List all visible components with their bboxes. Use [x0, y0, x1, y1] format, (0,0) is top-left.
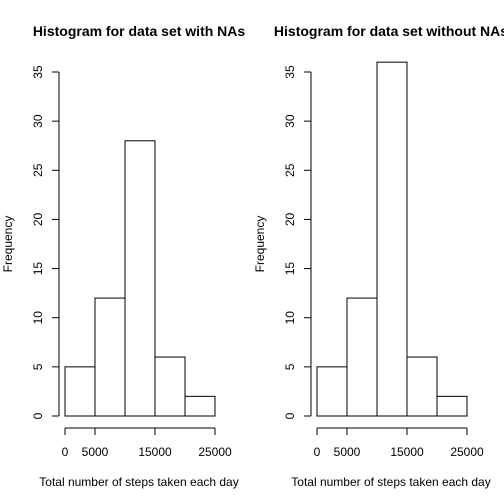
- chart-title: Histogram for data set with NAs: [33, 23, 246, 39]
- histogram-bar: [184, 395, 216, 417]
- histogram-bar: [64, 366, 96, 417]
- y-tick-label: 20: [283, 212, 297, 226]
- histogram-bar: [124, 140, 156, 417]
- y-tick-label: 25: [31, 163, 45, 177]
- y-tick-label: 0: [283, 412, 297, 419]
- x-tick-label: 0: [314, 445, 321, 459]
- histogram-bar: [154, 356, 186, 417]
- histogram-bar: [346, 297, 378, 417]
- histogram-bar: [436, 395, 468, 417]
- histogram-bar: [94, 297, 126, 417]
- y-tick-label: 10: [283, 311, 297, 325]
- y-tick-label: 5: [283, 363, 297, 370]
- chart-title: Histogram for data set without NAs: [274, 23, 504, 39]
- x-tick-label: 25000: [198, 445, 232, 459]
- histogram-bar: [376, 61, 408, 417]
- x-axis-label: Total number of steps taken each day: [291, 475, 490, 489]
- y-tick-label: 15: [31, 262, 45, 276]
- y-tick-label: 15: [283, 262, 297, 276]
- x-tick-label: 15000: [390, 445, 424, 459]
- histogram-bar: [316, 366, 348, 417]
- y-tick-label: 10: [31, 311, 45, 325]
- x-tick-label: 0: [62, 445, 69, 459]
- x-tick-label: 5000: [334, 445, 361, 459]
- y-tick-label: 0: [31, 412, 45, 419]
- y-tick-label: 35: [283, 65, 297, 79]
- histogram-without-nas-panel: Histogram for data set without NAs 0 5 10 15…: [253, 23, 504, 489]
- y-axis-label: Frequency: [1, 216, 15, 273]
- y-tick-label: 20: [31, 212, 45, 226]
- y-tick-label: 30: [31, 114, 45, 128]
- y-tick-label: 5: [31, 363, 45, 370]
- y-tick-label: 35: [31, 65, 45, 79]
- x-tick-label: 15000: [138, 445, 172, 459]
- x-tick-label: 25000: [450, 445, 484, 459]
- x-axis-label: Total number of steps taken each day: [39, 475, 238, 489]
- y-tick-label: 25: [283, 163, 297, 177]
- y-axis-label: Frequency: [253, 216, 267, 273]
- histogram-with-nas-panel: Histogram for data set with NAs 0 5 10 15 20 2…: [1, 23, 245, 489]
- x-tick-label: 5000: [82, 445, 109, 459]
- histogram-bar: [406, 356, 438, 417]
- y-tick-label: 30: [283, 114, 297, 128]
